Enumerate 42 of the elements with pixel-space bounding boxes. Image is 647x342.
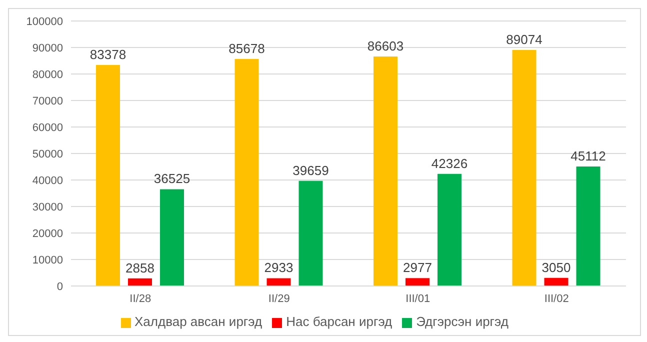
data-label: 2858 bbox=[126, 260, 154, 276]
data-label: 85678 bbox=[228, 40, 265, 56]
bar bbox=[406, 278, 430, 286]
bar bbox=[96, 65, 120, 286]
bar bbox=[544, 278, 568, 286]
y-tick-label: 90000 bbox=[32, 42, 63, 54]
y-tick-label: 40000 bbox=[32, 174, 63, 187]
y-tick-label: 70000 bbox=[32, 95, 63, 108]
y-tick-label: 10000 bbox=[32, 254, 63, 266]
data-label: 86603 bbox=[367, 38, 404, 54]
bar bbox=[160, 189, 184, 286]
x-tick-label: III/02 bbox=[544, 292, 569, 305]
bar bbox=[512, 50, 536, 286]
y-tick-label: 20000 bbox=[32, 228, 63, 240]
data-label: 3050 bbox=[542, 260, 571, 275]
bar bbox=[374, 56, 398, 286]
data-label: 2933 bbox=[264, 260, 294, 276]
bar bbox=[128, 278, 152, 286]
legend-label: Халдвар авсан иргэд bbox=[134, 314, 262, 329]
bar bbox=[576, 166, 600, 286]
x-tick-label: II/29 bbox=[268, 292, 290, 305]
bar bbox=[298, 180, 323, 286]
y-tick-label: 60000 bbox=[32, 122, 63, 134]
data-label: 39659 bbox=[292, 162, 329, 178]
data-label: 45112 bbox=[570, 148, 606, 164]
legend-label: Нас барсан иргэд bbox=[286, 314, 392, 329]
y-tick-label: 30000 bbox=[32, 201, 63, 214]
y-tick-label: 80000 bbox=[32, 68, 63, 81]
data-label: 42326 bbox=[431, 156, 468, 171]
bar bbox=[234, 58, 259, 286]
y-tick-label: 100000 bbox=[26, 16, 63, 28]
y-tick-label: 0 bbox=[56, 280, 63, 293]
x-tick-label: II/28 bbox=[130, 292, 152, 305]
legend-label: Эдгэрсэн иргэд bbox=[416, 314, 508, 329]
y-tick-label: 50000 bbox=[32, 148, 63, 160]
x-tick-label: III/01 bbox=[406, 292, 430, 305]
bar bbox=[266, 278, 291, 286]
data-label: 89074 bbox=[506, 32, 542, 47]
data-label: 2977 bbox=[403, 260, 432, 276]
bar bbox=[438, 174, 462, 286]
data-label: 36525 bbox=[154, 171, 190, 186]
data-label: 83378 bbox=[90, 47, 126, 62]
